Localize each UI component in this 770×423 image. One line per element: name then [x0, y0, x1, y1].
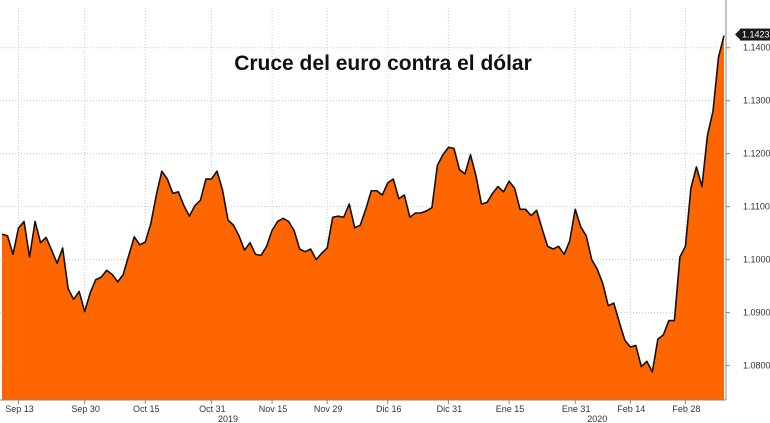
chart-title: Cruce del euro contra el dólar — [234, 52, 532, 75]
x-tick-label: Dic 16 — [376, 404, 402, 414]
x-tick-label: Feb 28 — [672, 404, 700, 414]
last-value-marker: 1.1423 — [735, 28, 770, 41]
series-line — [1, 35, 725, 373]
x-tick-label: Nov 15 — [259, 404, 288, 414]
last-value-label: 1.1423 — [742, 30, 770, 40]
y-axis: 1.0800 1.0900 1.1000 1.1100 1.1200 1.1300 1.14… — [725, 0, 770, 400]
x-axis: Sep 13 Sep 30 Oct 15 Oct 31 Nov 15 Nov 29 Dic … — [0, 399, 726, 423]
y-tick-label: 1.0900 — [743, 308, 770, 318]
x-tick-label: Sep 13 — [5, 404, 34, 414]
year-label: 2020 — [587, 414, 607, 423]
y-tick-label: 1.0800 — [743, 361, 770, 371]
x-tick-label: Ene 31 — [562, 404, 591, 414]
y-tick-label: 1.1200 — [743, 149, 770, 159]
last-value-pointer — [735, 29, 740, 40]
x-tick-label: Feb 14 — [617, 404, 645, 414]
last-value-box — [740, 28, 770, 41]
y-tick-label: 1.1000 — [743, 255, 770, 265]
x-tick-label: Oct 15 — [133, 404, 160, 414]
x-tick-label: Nov 29 — [314, 404, 343, 414]
x-tick-label: Dic 31 — [437, 404, 463, 414]
x-tick-label: Ene 15 — [496, 404, 525, 414]
x-tick-label: Sep 30 — [71, 404, 100, 414]
y-tick-label: 1.1100 — [743, 202, 770, 212]
y-tick-label: 1.1400 — [743, 43, 770, 53]
x-tick-label: Oct 31 — [199, 404, 226, 414]
y-tick-label: 1.1300 — [743, 96, 770, 106]
year-label: 2019 — [218, 414, 238, 423]
